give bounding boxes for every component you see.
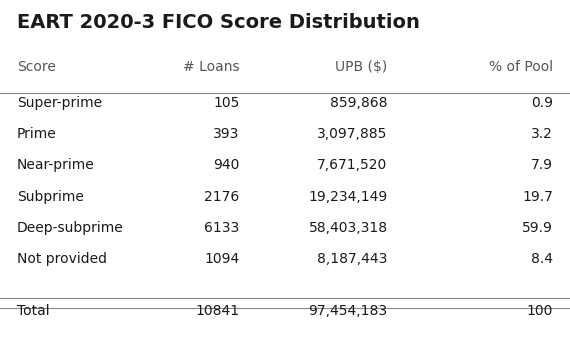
Text: 19.7: 19.7 [522,189,553,204]
Text: 0.9: 0.9 [531,95,553,110]
Text: Near-prime: Near-prime [17,158,95,172]
Text: 8.4: 8.4 [531,252,553,266]
Text: 8,187,443: 8,187,443 [317,252,388,266]
Text: Deep-subprime: Deep-subprime [17,221,124,235]
Text: 3.2: 3.2 [531,127,553,141]
Text: 859,868: 859,868 [330,95,388,110]
Text: 1094: 1094 [204,252,239,266]
Text: 97,454,183: 97,454,183 [308,304,388,318]
Text: 7,671,520: 7,671,520 [317,158,388,172]
Text: 940: 940 [213,158,239,172]
Text: Score: Score [17,60,56,74]
Text: 59.9: 59.9 [522,221,553,235]
Text: 6133: 6133 [204,221,239,235]
Text: 100: 100 [527,304,553,318]
Text: EART 2020-3 FICO Score Distribution: EART 2020-3 FICO Score Distribution [17,13,420,32]
Text: 3,097,885: 3,097,885 [317,127,388,141]
Text: Not provided: Not provided [17,252,107,266]
Text: Super-prime: Super-prime [17,95,102,110]
Text: Total: Total [17,304,50,318]
Text: # Loans: # Loans [183,60,239,74]
Text: 10841: 10841 [196,304,239,318]
Text: % of Pool: % of Pool [488,60,553,74]
Text: Subprime: Subprime [17,189,84,204]
Text: 7.9: 7.9 [531,158,553,172]
Text: 19,234,149: 19,234,149 [308,189,388,204]
Text: 2176: 2176 [204,189,239,204]
Text: 105: 105 [213,95,239,110]
Text: Prime: Prime [17,127,57,141]
Text: 58,403,318: 58,403,318 [308,221,388,235]
Text: UPB ($): UPB ($) [335,60,388,74]
Text: 393: 393 [213,127,239,141]
